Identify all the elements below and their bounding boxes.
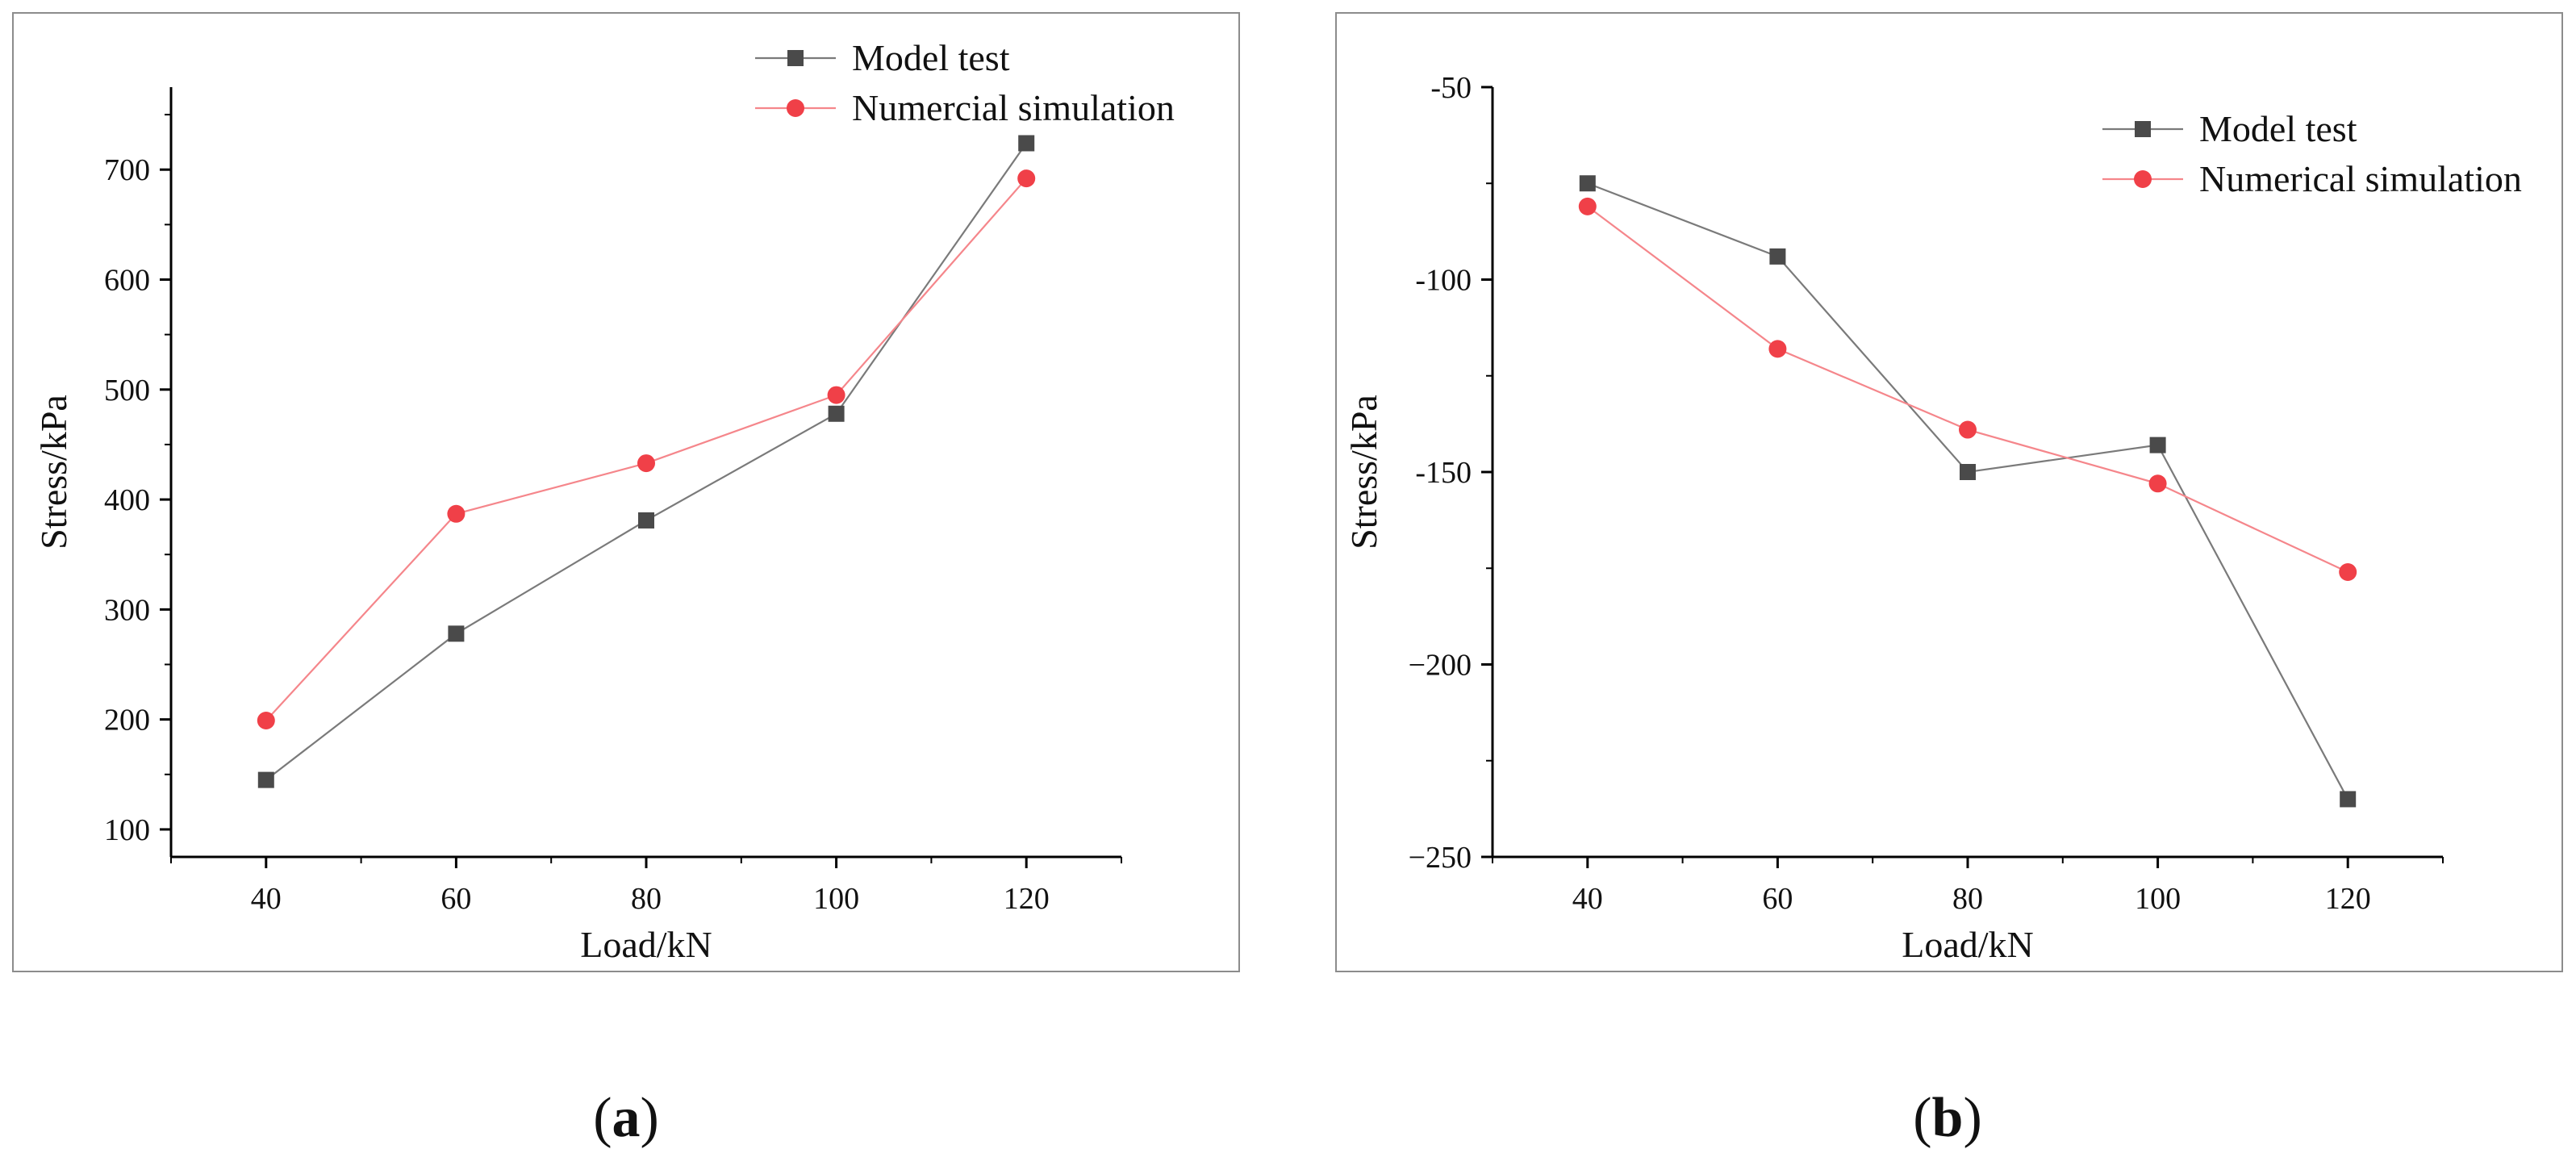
chart-a-y-tick-label: 100 — [104, 813, 150, 847]
chart-b-x-tick-label: 40 — [1572, 882, 1603, 916]
chart-a-series-1-point — [1017, 169, 1036, 188]
chart-b-series-1-point — [1959, 420, 1977, 439]
chart-b-x-tick-label: 80 — [1952, 882, 1983, 916]
chart-b-x-tick-label: 120 — [2325, 882, 2371, 916]
chart-a-caption: (a) — [593, 1087, 659, 1149]
chart-b-series-0-point — [2149, 437, 2166, 453]
chart-a-x-tick-label: 60 — [440, 882, 471, 916]
chart-b-legend-marker-0 — [2135, 121, 2151, 137]
chart-a-y-tick-label: 600 — [104, 264, 150, 298]
chart-a-x-tick-label: 40 — [251, 882, 282, 916]
chart-b-caption-letter: b — [1932, 1087, 1964, 1149]
chart-a: 40 60 80 100 120 100 200 300 400 500 600 700 Load/kN… — [12, 12, 1240, 1149]
chart-b-frame — [1335, 12, 2563, 972]
chart-a-y-axis-title: Stress/kPa — [33, 395, 74, 549]
chart-b-legend-label-0: Model test — [2199, 108, 2357, 149]
chart-a-series-1-point — [827, 386, 845, 404]
chart-b-y-tick-label: −250 — [1409, 841, 1472, 875]
chart-a-series-1-point — [447, 504, 466, 523]
chart-a-frame — [12, 12, 1240, 972]
chart-a-x-tick-label: 100 — [813, 882, 859, 916]
chart-b-legend-marker-1 — [2134, 170, 2152, 188]
chart-a-series-0-point — [448, 625, 465, 642]
chart-a-series-1-point — [257, 712, 275, 730]
chart-b-x-tick-label: 60 — [1762, 882, 1793, 916]
chart-b: 40 60 80 100 120 -50 -100 -150 −200 −250 Load/kN St… — [1335, 12, 2563, 1149]
chart-a-y-tick-label: 400 — [104, 483, 150, 517]
chart-b-series-1-point — [1578, 197, 1597, 215]
chart-a-series-0-point — [638, 512, 654, 529]
chart-b-y-axis-title: Stress/kPa — [1343, 395, 1384, 549]
chart-b-series-0-point — [1579, 175, 1596, 192]
chart-a-legend-label-0: Model test — [852, 37, 1010, 78]
chart-b-series-1-point — [2148, 474, 2167, 493]
chart-a-y-tick-label: 500 — [104, 374, 150, 407]
chart-b-x-axis-title: Load/kN — [1902, 924, 2034, 965]
chart-b-y-tick-label: -50 — [1430, 71, 1472, 105]
chart-a-caption-letter: a — [612, 1087, 641, 1149]
chart-a-series-0-point — [257, 771, 274, 788]
chart-a-caption-close: ) — [641, 1087, 659, 1149]
chart-a-series-0-point — [1018, 135, 1035, 152]
chart-a-series-1-point — [637, 454, 655, 473]
chart-a-y-tick-label: 300 — [104, 593, 150, 627]
chart-b-y-tick-label: -100 — [1415, 264, 1472, 298]
chart-b-caption-close: ) — [1963, 1087, 1981, 1149]
chart-a-x-tick-label: 120 — [1004, 882, 1050, 916]
chart-a-x-axis-title: Load/kN — [580, 924, 712, 965]
chart-b-legend-label-1: Numerical simulation — [2199, 158, 2522, 199]
chart-a-y-tick-label: 700 — [104, 153, 150, 187]
chart-a-x-tick-label: 80 — [631, 882, 662, 916]
chart-a-legend-marker-1 — [787, 99, 804, 117]
chart-b-caption-open: ( — [1913, 1087, 1931, 1149]
chart-b-y-tick-label: -150 — [1415, 456, 1472, 490]
chart-b-series-0-point — [2340, 791, 2357, 808]
chart-b-series-0-point — [1769, 248, 1786, 265]
chart-a-legend-label-1: Numercial simulation — [852, 87, 1175, 128]
chart-b-y-tick-label: −200 — [1409, 649, 1472, 683]
chart-b-series-1-point — [1768, 340, 1787, 358]
chart-a-caption-open: ( — [593, 1087, 612, 1149]
chart-a-legend-marker-0 — [787, 50, 804, 66]
chart-a-y-tick-label: 200 — [104, 704, 150, 737]
chart-b-series-0-point — [1960, 464, 1976, 480]
chart-b-caption: (b) — [1913, 1087, 1982, 1149]
chart-a-series-0-point — [828, 405, 845, 422]
chart-b-series-1-point — [2339, 563, 2357, 582]
chart-b-x-tick-label: 100 — [2135, 882, 2181, 916]
